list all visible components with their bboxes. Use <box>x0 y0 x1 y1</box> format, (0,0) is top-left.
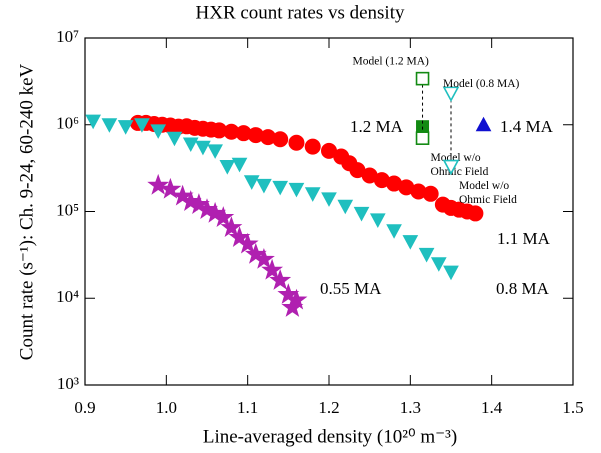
series-label: 1.1 MA <box>497 229 551 248</box>
point <box>85 114 101 130</box>
x-tick-label: 1.1 <box>237 398 258 417</box>
point <box>159 177 182 199</box>
point <box>261 258 284 280</box>
x-tick-label: 1.3 <box>400 398 421 417</box>
point <box>252 247 275 269</box>
point <box>475 116 492 132</box>
point <box>256 178 272 194</box>
point <box>231 157 248 173</box>
point <box>195 140 211 156</box>
plot-frame <box>84 37 574 386</box>
annotation: Model (1.2 MA) <box>353 55 430 67</box>
point <box>166 131 183 147</box>
point <box>288 134 305 151</box>
x-tick-label: 1.2 <box>318 398 339 417</box>
x-tick-label: 1.4 <box>481 398 503 417</box>
point <box>418 247 435 263</box>
y-tick-label: 10⁵ <box>56 200 79 219</box>
series-label: 0.55 MA <box>320 279 382 298</box>
point <box>304 187 321 202</box>
point <box>272 131 289 148</box>
point <box>386 224 402 239</box>
x-tick-label: 1.5 <box>562 398 583 417</box>
point <box>220 216 243 238</box>
point <box>353 206 370 222</box>
point <box>272 180 289 196</box>
point <box>101 118 118 133</box>
point <box>430 257 447 272</box>
point <box>443 265 459 281</box>
series-label: 0.8 MA <box>496 279 550 298</box>
point <box>304 138 321 155</box>
point <box>415 71 430 86</box>
point <box>147 173 170 195</box>
y-axis-label: Count rate (s⁻¹): Ch. 9-24, 60-240 keV <box>16 63 37 360</box>
x-tick-label: 0.9 <box>74 398 95 417</box>
y-tick-label: 10³ <box>57 374 79 393</box>
point <box>422 185 439 202</box>
chart-title: HXR count rates vs density <box>196 2 405 23</box>
point <box>281 296 304 317</box>
point <box>337 199 354 215</box>
annotation: Model w/o <box>459 180 509 192</box>
y-tick-label: 10⁷ <box>56 27 79 46</box>
point <box>150 124 167 139</box>
point <box>415 131 430 145</box>
point <box>207 144 223 159</box>
point <box>212 206 235 227</box>
point <box>269 268 292 290</box>
point <box>442 159 460 176</box>
annotation: Model w/o <box>431 152 481 164</box>
point <box>467 205 484 222</box>
annotation: Ohmic Field <box>431 166 489 178</box>
annotation: Model (0.8 MA) <box>443 78 520 90</box>
y-tick-label: 10⁶ <box>56 114 79 133</box>
point <box>117 120 134 135</box>
y-tick-label: 10⁴ <box>56 287 79 306</box>
point <box>402 235 419 250</box>
point <box>219 160 236 175</box>
point <box>134 118 150 133</box>
x-tick-label: 1.0 <box>156 398 177 417</box>
point <box>442 86 460 103</box>
series-label: 1.2 MA <box>350 117 404 136</box>
x-axis-label: Line-averaged density (10²⁰ m⁻³) <box>203 426 457 447</box>
annotation: Ohmic Field <box>459 194 517 206</box>
point <box>288 182 305 198</box>
series-label: 1.4 MA <box>500 117 554 136</box>
point <box>321 192 337 207</box>
point <box>243 175 260 190</box>
point <box>182 137 199 153</box>
point <box>369 213 386 228</box>
point <box>236 232 259 254</box>
